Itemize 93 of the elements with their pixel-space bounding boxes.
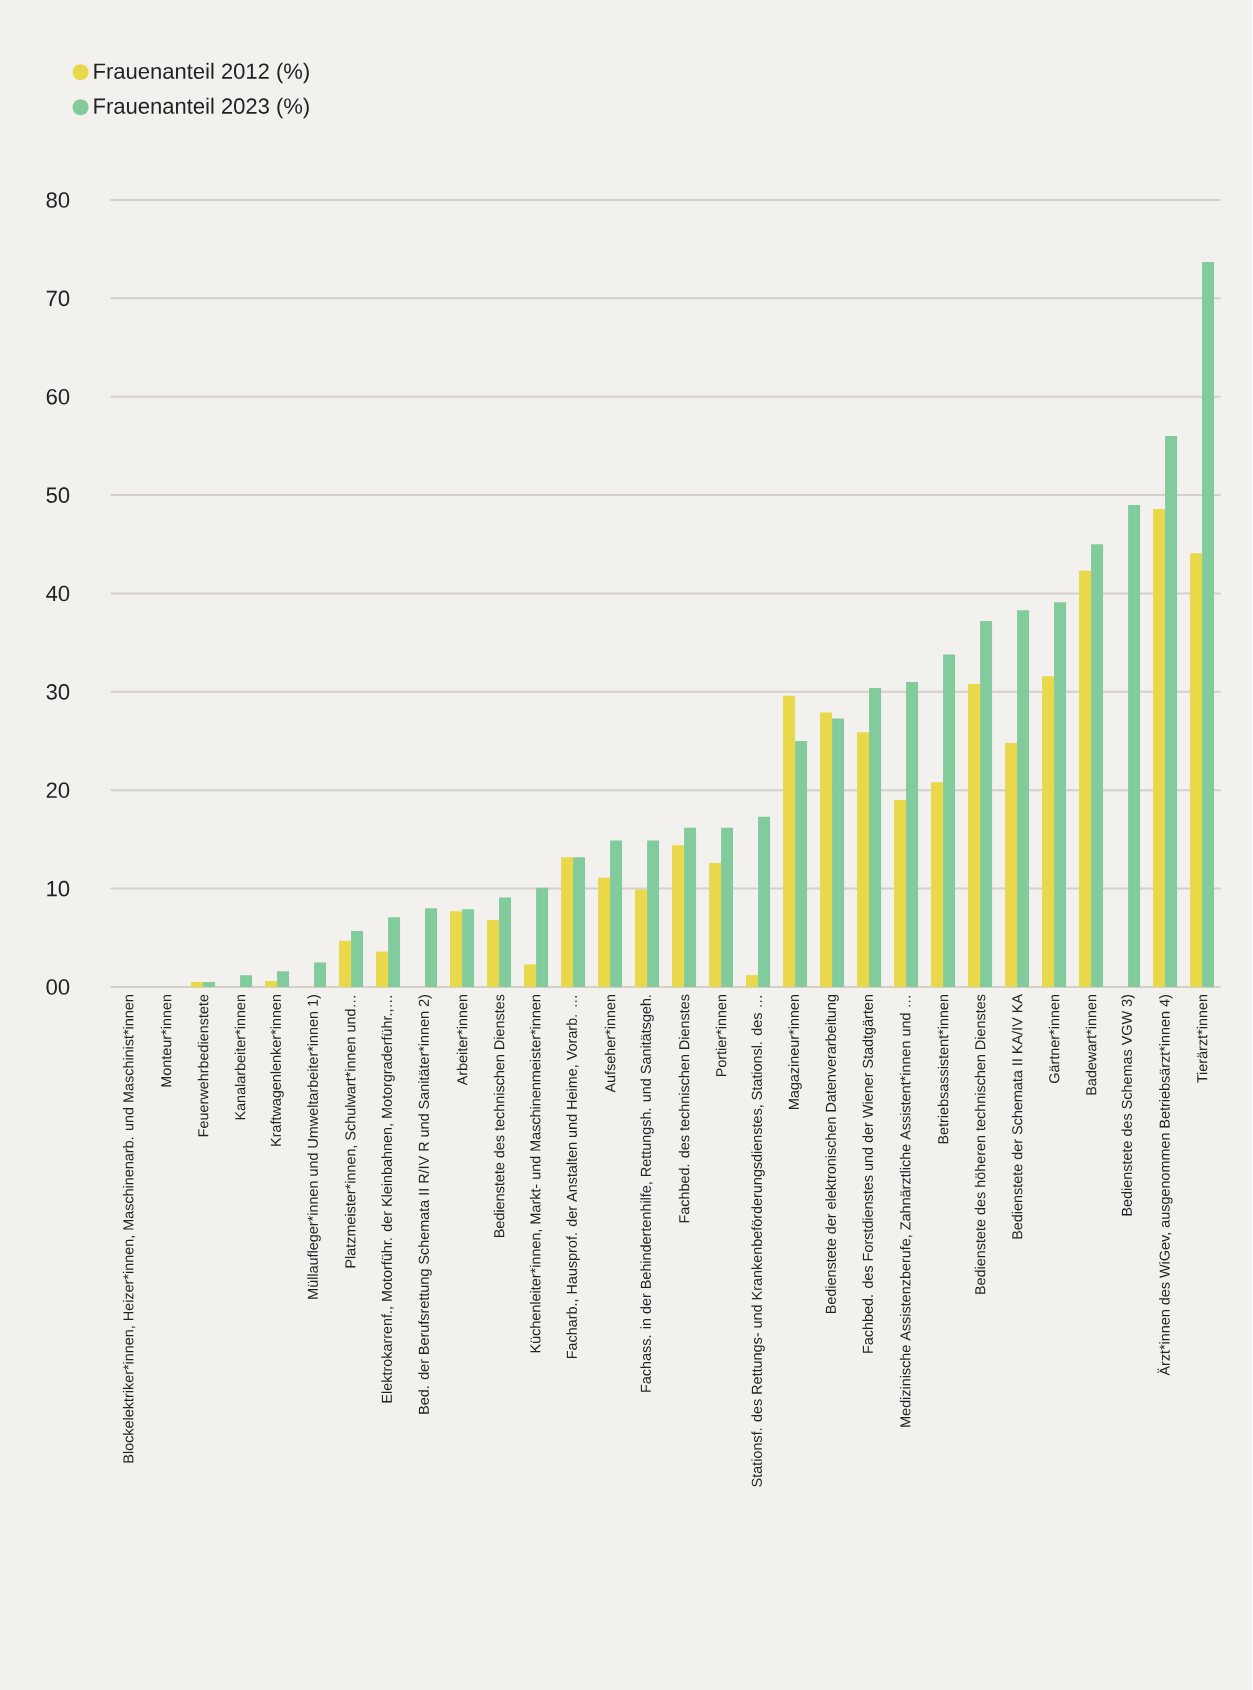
bar bbox=[672, 845, 685, 987]
bar bbox=[1128, 504, 1141, 987]
bar bbox=[684, 827, 697, 987]
x-tick-label: Magazineur*innen bbox=[788, 995, 802, 1109]
bar bbox=[203, 982, 216, 987]
x-tick-label: Medizinische Assistenzberufe, Zahnärztliche Assistent*innen und … bbox=[900, 996, 913, 1427]
bar bbox=[1153, 508, 1166, 987]
x-tick-label: Elektrokarrenf., Motorführ. der Kleinbahnen, Motorgraderführ.,… bbox=[381, 996, 395, 1403]
x-tick-label: Bedienstete des höheren technischen Dienstes bbox=[974, 994, 986, 1294]
x-tick-label: Betriebsassistent*innen bbox=[937, 995, 949, 1144]
x-tick-label: Fachbed. des technischen Dienstes bbox=[678, 994, 690, 1223]
bar bbox=[721, 827, 734, 987]
x-tick-label: Müllaufleger*innen und Umweltarbeiter*innen 1) bbox=[307, 995, 321, 1299]
bar bbox=[894, 800, 907, 987]
x-tick-label: Kraftwagenlenker*innen bbox=[270, 995, 284, 1146]
x-tick-label: Monteur*innen bbox=[160, 995, 172, 1087]
bar bbox=[1017, 610, 1030, 987]
x-tick-label: Tierärzt*innen bbox=[1196, 995, 1208, 1083]
y-tick-label: 10 bbox=[47, 880, 70, 897]
y-tick-label: 60 bbox=[46, 388, 70, 405]
bar bbox=[277, 971, 290, 987]
bar bbox=[931, 782, 944, 987]
bar bbox=[968, 684, 981, 987]
bar bbox=[598, 877, 611, 987]
x-tick-label: Kanalarbeiter*innen bbox=[234, 995, 246, 1120]
bar bbox=[746, 975, 759, 987]
bar bbox=[1005, 743, 1018, 987]
x-tick-label: Aufseher*innen bbox=[604, 995, 616, 1093]
bar bbox=[906, 682, 919, 987]
bar bbox=[487, 920, 500, 987]
bar bbox=[450, 911, 463, 987]
bar bbox=[536, 887, 549, 987]
bar bbox=[1165, 436, 1178, 987]
bar bbox=[610, 840, 623, 987]
bar bbox=[943, 654, 956, 987]
x-tick-label: Fachass. in der Behindertenhilfe, Rettungsh. und Sanitätsgeh. bbox=[640, 995, 654, 1392]
x-tick-label: Stationsf. des Rettungs- und Krankenbeförderungsdienstes, Stationsl. des … bbox=[751, 996, 765, 1487]
x-tick-label: Küchenleiter*innen, Markt- und Maschinenmeister*innen bbox=[530, 995, 543, 1353]
bar bbox=[425, 908, 438, 987]
x-tick-label: Arbeiter*innen bbox=[456, 995, 468, 1086]
bar bbox=[783, 695, 796, 987]
bar bbox=[351, 930, 364, 987]
x-tick-label: Feuerwehrbedienstete bbox=[197, 994, 209, 1137]
y-tick-label: 00 bbox=[46, 979, 70, 995]
bar bbox=[1091, 544, 1104, 987]
x-tick-label: Bed. der Berufsrettung Schemata II R/IV R und Sanitäter*innen 2) bbox=[418, 995, 432, 1414]
y-tick-label: 40 bbox=[46, 585, 70, 602]
x-tick-label: Platzmeister*innen, Schulwart*innen und… bbox=[345, 996, 358, 1268]
y-tick-label: 20 bbox=[46, 782, 70, 799]
x-tick-label: Bedienstete des technischen Dienstes bbox=[493, 994, 505, 1238]
x-tick-label: Bedienstete der elektronischen Datenverarbeitung bbox=[825, 995, 839, 1314]
bar bbox=[647, 840, 660, 987]
bar bbox=[758, 816, 771, 987]
x-tick-label: Bedienstete des Schemas VGW 3) bbox=[1121, 994, 1135, 1216]
bar bbox=[561, 857, 574, 987]
y-tick-label: 70 bbox=[46, 290, 70, 307]
bar bbox=[1054, 602, 1067, 987]
x-tick-label: Gärtner*innen bbox=[1048, 995, 1060, 1083]
x-tick-label: Bedienstete der Schemata II KA/IV KA bbox=[1011, 994, 1023, 1239]
y-tick-label: 80 bbox=[46, 192, 70, 208]
y-tick-label: 30 bbox=[46, 684, 70, 700]
bar bbox=[524, 964, 537, 987]
x-tick-label: Fachbed. des Forstdienstes und der Wiener Stadtgärten bbox=[862, 995, 876, 1353]
bar bbox=[376, 951, 389, 987]
x-tick-label: Badewart*innen bbox=[1085, 995, 1097, 1095]
x-tick-label: Blockelektriker*innen, Heizer*innen, Maschinenarb. und Maschinist*innen bbox=[123, 995, 136, 1463]
legend-label: Frauenanteil 2023 (%) bbox=[94, 97, 310, 119]
x-tick-label: Ärzt*innen des WiGev, ausgenommen Betriebsärzt*innen 4) bbox=[1157, 995, 1173, 1376]
x-tick-label: Portier*innen bbox=[715, 995, 727, 1077]
bar bbox=[635, 889, 648, 987]
bar bbox=[240, 975, 253, 987]
bar bbox=[265, 981, 278, 987]
bar bbox=[314, 962, 327, 987]
bar bbox=[1042, 676, 1055, 987]
bar bbox=[573, 857, 586, 987]
y-tick-label: 50 bbox=[46, 487, 70, 503]
bar bbox=[339, 940, 352, 987]
bar bbox=[795, 741, 808, 987]
bar bbox=[832, 718, 845, 987]
bar bbox=[980, 621, 993, 987]
bar bbox=[499, 897, 512, 987]
legend-label: Frauenanteil 2012 (%) bbox=[94, 62, 310, 84]
bar bbox=[709, 863, 722, 987]
bar bbox=[191, 982, 204, 987]
bar bbox=[462, 909, 475, 987]
bar bbox=[857, 732, 870, 987]
bar bbox=[1202, 261, 1215, 987]
bar bbox=[1190, 553, 1203, 987]
bar bbox=[869, 687, 882, 987]
bar bbox=[1079, 570, 1092, 987]
x-tick-label: Facharb., Hausprof. der Anstalten und Heime, Vorarb. … bbox=[566, 996, 580, 1359]
bar bbox=[388, 917, 401, 987]
bar bbox=[820, 712, 833, 987]
